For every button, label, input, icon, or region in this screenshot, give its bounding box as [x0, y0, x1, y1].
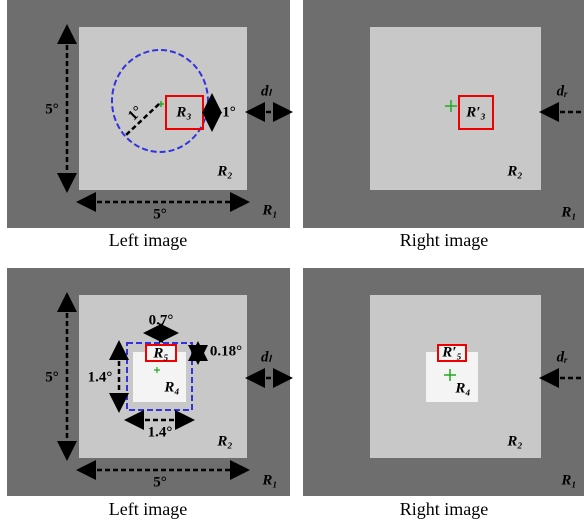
label: R₂	[506, 163, 522, 179]
fixation	[154, 367, 160, 373]
target-box	[145, 344, 177, 362]
label: 0.7°	[149, 312, 174, 328]
label: 5°	[45, 369, 59, 385]
label: 5°	[153, 206, 167, 222]
fixation	[444, 369, 456, 381]
label: R₂	[216, 433, 232, 449]
label: R′₃	[465, 104, 485, 120]
label: 1.4°	[88, 369, 113, 385]
panel: R′₃ dᵣ R₂ R₁ Right image	[303, 0, 584, 250]
label: R₄	[163, 379, 179, 395]
target-box	[437, 344, 467, 362]
label: dₗ	[261, 349, 273, 365]
label: dᵣ	[557, 83, 569, 99]
label: 1°	[222, 104, 236, 120]
caption: Right image	[400, 499, 489, 519]
label: R′₅	[441, 344, 461, 360]
target-box	[458, 95, 494, 130]
label: 1.4°	[148, 424, 173, 440]
panel: R′₅ R₄ dᵣ R₂ R₁ Right image	[303, 268, 584, 519]
caption: Right image	[400, 230, 489, 250]
label: R₄	[454, 380, 470, 396]
label: dᵣ	[557, 349, 569, 365]
label: R₁	[261, 202, 277, 218]
label: R₁	[560, 204, 576, 220]
caption: Left image	[109, 499, 187, 519]
label: dₗ	[261, 83, 273, 99]
fixation	[445, 100, 457, 112]
label: R₃	[175, 104, 191, 120]
caption: Left image	[109, 230, 187, 250]
label: R₁	[560, 472, 576, 488]
region	[370, 27, 541, 190]
panel: R₅ R₄ 0.7° 0.18° 1.4° 1.4° 5° 5° dₗ R₂ R…	[7, 268, 293, 519]
label: R₂	[216, 163, 232, 179]
label: R₅	[152, 345, 168, 361]
label: 5°	[45, 101, 59, 117]
panel: R₃ 1° 5° 5° 1° dₗ R₂ R₁ Left image	[7, 0, 293, 250]
label: 0.18°	[210, 343, 242, 359]
label: 5°	[153, 474, 167, 490]
label: R₁	[261, 472, 277, 488]
label: R₂	[506, 433, 522, 449]
